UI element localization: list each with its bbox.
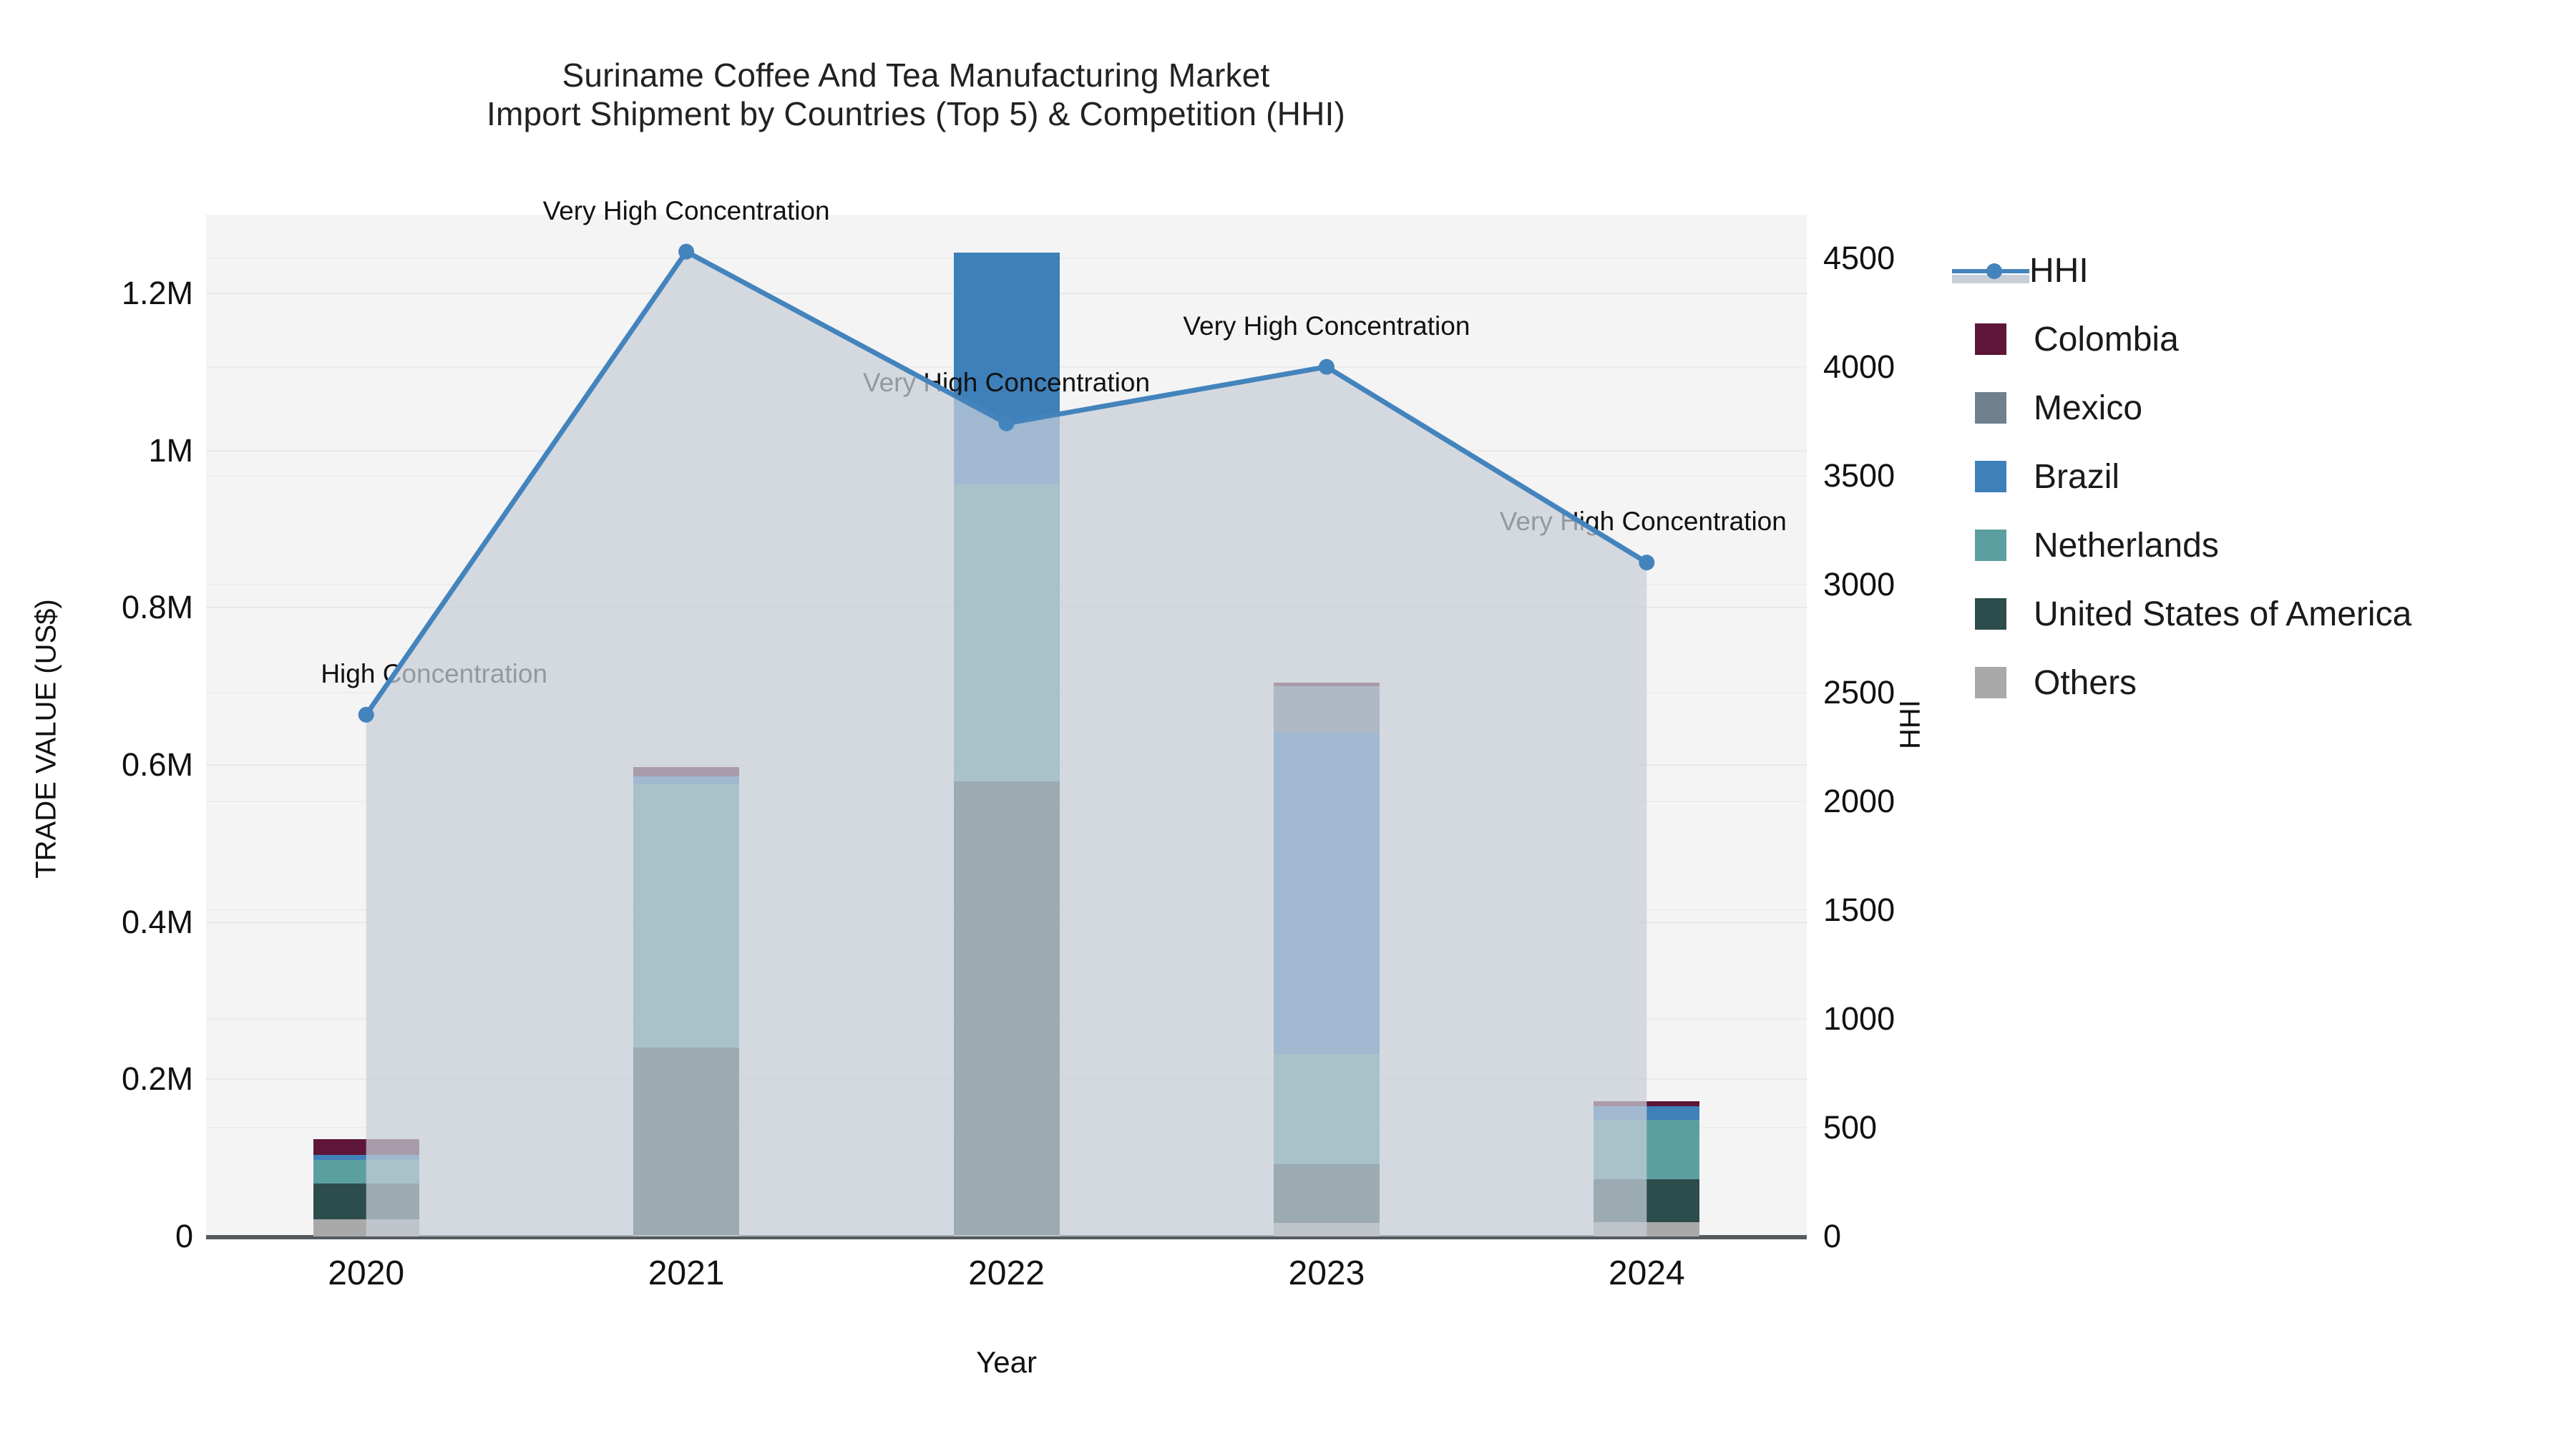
y-tick-label-left: 0.4M (121, 903, 193, 940)
y-tick-label-right: 0 (1823, 1218, 1842, 1254)
concentration-annotation: Very High Concentration (1499, 507, 1787, 537)
y-tick-label-right: 1500 (1823, 892, 1896, 929)
bar-segment[interactable] (313, 1154, 419, 1161)
y-tick-label-right: 4000 (1823, 348, 1896, 385)
y-tick-label-left: 0.8M (121, 589, 193, 626)
y-tick-label-left: 0.6M (121, 746, 193, 783)
y-tick-label-right: 2500 (1823, 674, 1896, 711)
concentration-annotation: High Concentration (321, 658, 548, 688)
legend-item[interactable]: Netherlands (1975, 511, 2562, 580)
y-tick-label-left: 1M (148, 431, 193, 469)
bar-segment[interactable] (633, 1048, 740, 1235)
concentration-annotation: Very High Concentration (1183, 311, 1470, 341)
legend-color-swatch (1975, 392, 2006, 424)
legend-item[interactable]: Colombia (1975, 305, 2562, 374)
bar-segment[interactable] (953, 781, 1060, 1235)
y-axis-label-right: HHI (1894, 700, 1926, 749)
bar-segment[interactable] (633, 767, 740, 777)
legend-color-swatch (1975, 461, 2006, 492)
title-line-1: Suriname Coffee And Tea Manufacturing Ma… (562, 57, 1270, 94)
concentration-annotation: Very High Concentration (862, 367, 1151, 397)
legend-item[interactable]: Mexico (1975, 374, 2562, 442)
bar-segment[interactable] (1273, 686, 1380, 732)
y-tick-label-right: 500 (1823, 1109, 1878, 1146)
bar-segment[interactable] (1273, 731, 1380, 1055)
y-tick-label-left: 0.2M (121, 1060, 193, 1098)
legend-item[interactable]: United States of America (1975, 580, 2562, 648)
legend-line-icon (1952, 255, 2029, 286)
legend-item-label: Colombia (2034, 320, 2179, 358)
y-tick-label-right: 3000 (1823, 565, 1896, 602)
y-axis-label-left: TRADE VALUE (US$) (30, 599, 62, 879)
legend-item[interactable]: Others (1975, 648, 2562, 717)
page-title: Suriname Coffee And Tea Manufacturing Ma… (0, 56, 1832, 134)
bar-segment[interactable] (1594, 1120, 1700, 1179)
bar-segment[interactable] (1594, 1222, 1700, 1236)
bar-segment[interactable] (1594, 1179, 1700, 1223)
legend-color-swatch (1975, 598, 2006, 630)
legend-color-swatch (1975, 667, 2006, 698)
legend-color-swatch (1975, 323, 2006, 355)
legend: HHI Colombia Mexico Brazil Netherlands United… (1952, 236, 2562, 717)
legend-item[interactable]: Brazil (1975, 442, 2562, 511)
bar-segment[interactable] (1594, 1106, 1700, 1121)
bar-segment[interactable] (953, 484, 1060, 781)
x-tick-label[interactable]: 2024 (1608, 1254, 1685, 1292)
bar-segment[interactable] (1273, 682, 1380, 687)
y-tick-label-right: 3500 (1823, 457, 1896, 494)
x-axis-label: Year (976, 1345, 1037, 1379)
y-tick-label-left: 1.2M (121, 274, 193, 311)
bar-segment[interactable] (1273, 1223, 1380, 1236)
x-tick-label[interactable]: 2020 (328, 1254, 405, 1292)
y-tick-label-left: 0 (175, 1218, 193, 1254)
x-tick-label[interactable]: 2022 (968, 1254, 1045, 1292)
legend-item-label: Others (2034, 663, 2137, 702)
x-tick-label[interactable]: 2023 (1288, 1254, 1365, 1292)
concentration-annotation: Very High Concentration (542, 195, 830, 225)
legend-item-label: United States of America (2034, 595, 2412, 633)
legend-item-label: Netherlands (2034, 526, 2219, 565)
bar-segment[interactable] (953, 1234, 1060, 1236)
bar-segment[interactable] (1273, 1054, 1380, 1164)
y-tick-label-right: 1000 (1823, 1000, 1896, 1038)
bar-segment[interactable] (1594, 1101, 1700, 1106)
bar-segment[interactable] (313, 1219, 419, 1236)
legend-item-label: Brazil (2034, 457, 2120, 496)
bar-segment[interactable] (1273, 1163, 1380, 1224)
x-axis-line (206, 1235, 1807, 1239)
y-tick-label-right: 2000 (1823, 783, 1896, 820)
bar-segment[interactable] (633, 784, 740, 1048)
legend-color-swatch (1975, 530, 2006, 561)
x-tick-label[interactable]: 2021 (648, 1254, 725, 1292)
legend-item-label: Mexico (2034, 389, 2143, 427)
bar-segment[interactable] (313, 1138, 419, 1155)
title-line-2: Import Shipment by Countries (Top 5) & C… (487, 95, 1345, 133)
bar-segment[interactable] (633, 776, 740, 785)
legend-item[interactable]: HHI (1952, 236, 2562, 305)
bar-segment[interactable] (313, 1184, 419, 1219)
y-tick-label-right: 4500 (1823, 239, 1896, 276)
bar-segment[interactable] (633, 1234, 740, 1236)
bar-segment[interactable] (313, 1160, 419, 1184)
legend-item-label: HHI (2029, 251, 2089, 290)
